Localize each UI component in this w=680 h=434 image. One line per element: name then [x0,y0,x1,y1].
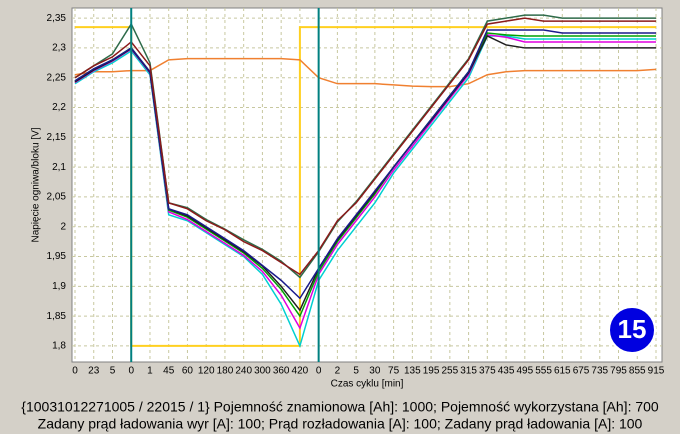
series-line [74,34,656,330]
y-tick-label: 2,25 [47,72,67,83]
x-tick-label: 435 [498,366,515,377]
x-tick-label: 45 [163,366,175,377]
x-tick-label: 0 [128,366,134,377]
x-tick-label: 675 [573,366,590,377]
x-tick-label: 735 [591,366,608,377]
x-tick-label: 30 [369,366,381,377]
x-tick-label: 375 [479,366,496,377]
x-tick-label: 180 [217,366,234,377]
x-tick-label: 2 [335,366,341,377]
x-tick-label: 240 [235,366,252,377]
y-tick-label: 1,9 [52,281,66,292]
x-tick-label: 1 [147,366,153,377]
footer-line: Zadany prąd ładowania wyr [A]: 100; Prąd… [38,416,643,432]
x-tick-label: 555 [535,366,552,377]
x-tick-label: 255 [441,366,458,377]
badge [608,306,656,354]
x-tick-label: 0 [72,366,78,377]
y-tick-label: 2 [60,221,66,232]
x-tick-label: 135 [404,366,421,377]
series-line [74,17,656,276]
y-tick-label: 1,8 [52,341,66,352]
series-line [74,35,656,349]
x-tick-label: 300 [254,366,271,377]
y-tick-label: 2,2 [52,102,66,113]
x-tick-label: 915 [648,366,665,377]
x-tick-label: 855 [629,366,646,377]
x-tick-label: 495 [516,366,533,377]
x-tick-label: 23 [88,366,100,377]
x-tick-label: 420 [292,366,309,377]
x-tick-label: 60 [182,366,194,377]
badge-label: 15 [618,314,647,344]
x-tick-label: 5 [353,366,359,377]
x-tick-label: 195 [423,366,440,377]
x-tick-label: 615 [554,366,571,377]
series-line [74,57,657,88]
series-line [75,26,656,347]
y-axis-label: Napięcie ogniwa/bloku [V] [31,127,42,242]
x-tick-label: 0 [316,366,322,377]
y-tick-label: 1,85 [47,311,67,322]
x-tick-label: 75 [388,366,400,377]
x-tick-label: 360 [273,366,290,377]
plot-area [71,7,663,363]
x-tick-label: 795 [610,366,627,377]
x-tick-label: 120 [198,366,215,377]
y-tick-label: 2,15 [47,132,67,143]
y-tick-label: 2,3 [52,43,66,54]
footer-line: {10031012271005 / 22015 / 1} Pojemność z… [21,399,659,415]
y-tick-label: 2,1 [52,162,66,173]
x-tick-label: 315 [460,366,477,377]
y-tick-label: 2,05 [47,192,67,203]
y-tick-label: 2,35 [47,13,67,24]
x-tick-label: 5 [110,366,116,377]
series-line [74,29,656,300]
x-axis-label: Czas cyklu [min] [331,379,404,390]
y-tick-label: 1,95 [47,251,67,262]
series-line [74,32,656,318]
